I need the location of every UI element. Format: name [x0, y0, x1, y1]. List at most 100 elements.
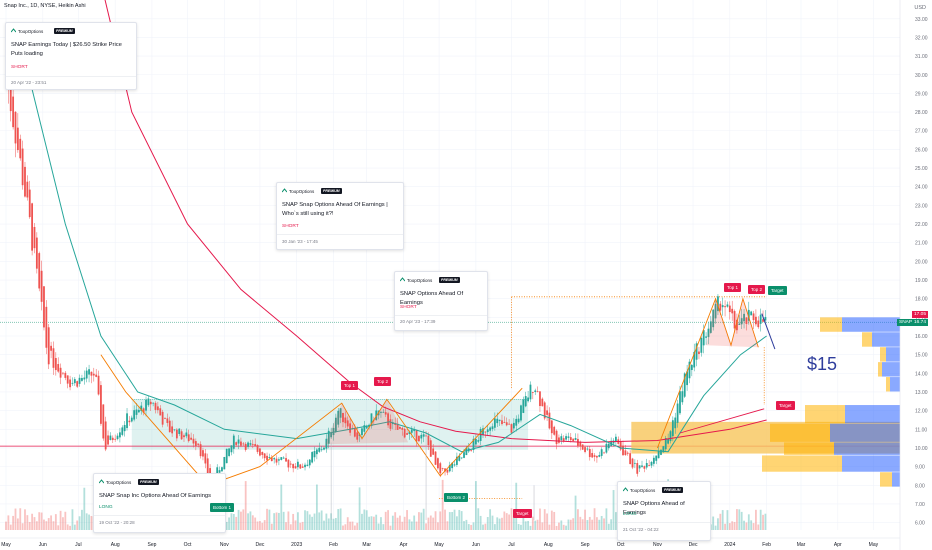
volume-bar: [747, 514, 750, 530]
candle-body: [674, 417, 677, 429]
candle-body: [133, 410, 136, 420]
volume-bar: [406, 510, 408, 530]
candle-body: [736, 319, 738, 331]
currency-label: USD: [914, 5, 926, 11]
candle-body: [292, 464, 295, 469]
candle-body: [171, 426, 174, 434]
volume-bar: [719, 513, 722, 530]
volume-bar: [365, 510, 368, 530]
idea-author: ToopOptions: [18, 29, 44, 34]
candle-body: [142, 408, 145, 413]
candle-body: [38, 253, 41, 289]
candle-body: [147, 398, 150, 406]
volume-bar: [558, 522, 560, 530]
candle-body: [168, 420, 171, 433]
volume-bar: [81, 509, 83, 530]
idea-date: 30 Jan '23 - 17:45: [282, 239, 318, 244]
idea-title[interactable]: SNAP Snap Inc Options Ahead Of Earnings: [99, 493, 212, 499]
candle-body: [95, 374, 98, 377]
candle-body: [470, 449, 473, 451]
idea-card-4[interactable]: ToopOptions PREMIUM SNAP Snap Inc Option…: [93, 473, 226, 533]
x-tick-label: Jun: [472, 542, 480, 548]
volume-profile-bar: [784, 442, 834, 455]
candle-body: [45, 306, 48, 348]
candle-body: [152, 402, 155, 404]
idea-title[interactable]: SNAP Options Ahead Of Earnings: [400, 291, 464, 306]
idea-card-3[interactable]: ToopOptions PREMIUM SNAP Options Ahead O…: [394, 271, 488, 331]
volume-bar: [598, 519, 601, 530]
candle-body: [149, 401, 152, 405]
volume-bar: [593, 508, 596, 530]
candle-body: [100, 385, 102, 424]
candle-body: [529, 384, 532, 400]
volume-bar: [90, 516, 93, 530]
idea-title[interactable]: SNAP Earnings Today | $26.50 Strike Pric…: [11, 42, 122, 57]
candle-body: [375, 410, 378, 421]
candle-body: [111, 437, 114, 441]
volume-bar: [484, 523, 487, 530]
volume-bar: [745, 522, 748, 530]
candle-body: [382, 411, 385, 413]
volume-bar: [389, 525, 392, 530]
candle-body: [380, 411, 382, 413]
candle-body: [429, 440, 432, 457]
candle-body: [92, 373, 95, 376]
volume-bar: [346, 517, 349, 530]
pattern-line: [656, 297, 759, 449]
volume-bar: [71, 509, 74, 530]
volume-profile-bar: [872, 332, 900, 347]
volume-bar: [296, 512, 299, 530]
candle-body: [413, 429, 416, 432]
candle-body: [185, 432, 188, 437]
ticker-label: SNAP: [897, 319, 915, 326]
candle-body: [187, 434, 190, 442]
idea-card-5[interactable]: ToopOptions PREMIUM SNAP Options Ahead o…: [617, 481, 711, 541]
candle-body: [762, 319, 764, 322]
y-tick-label: 25.00: [915, 166, 928, 172]
candle-body: [619, 441, 622, 450]
idea-title[interactable]: SNAP Snap Options Ahead Of Earnings | Wh…: [282, 202, 388, 217]
idea-card-1[interactable]: ToopOptions PREMIUM SNAP Earnings Today …: [5, 22, 137, 90]
volume-bar: [712, 516, 715, 530]
volume-bar: [548, 524, 551, 530]
candle-body: [14, 111, 17, 144]
volume-bar: [266, 508, 268, 530]
volume-profile-bar: [880, 472, 892, 487]
volume-bar: [28, 521, 31, 530]
candle-body: [728, 305, 731, 313]
volume-bar: [256, 521, 259, 530]
candle-body: [237, 439, 240, 444]
volume-bar: [14, 508, 17, 530]
volume-bar: [567, 519, 570, 530]
y-tick-label: 23.00: [915, 203, 928, 209]
volume-bar: [458, 509, 461, 530]
volume-bar: [455, 516, 458, 530]
candle-body: [671, 420, 674, 437]
x-tick-label: May: [434, 542, 444, 548]
candle-body: [346, 420, 349, 427]
candle-body: [650, 461, 653, 466]
candle-body: [505, 422, 508, 426]
candle-body: [296, 461, 299, 468]
volume-bar: [270, 523, 273, 530]
candle-body: [446, 469, 449, 473]
idea-title[interactable]: SNAP Options Ahead of Earnings: [623, 501, 685, 516]
volume-bar: [759, 509, 762, 530]
candle-body: [356, 432, 359, 440]
volume-profile-bar: [862, 332, 872, 347]
candle-body: [546, 410, 548, 415]
idea-card-2[interactable]: ToopOptions PREMIUM SNAP Snap Options Ah…: [276, 182, 404, 250]
candle-body: [88, 369, 90, 375]
volume-bar: [52, 521, 55, 530]
candle-body: [584, 447, 586, 452]
volume-bar: [465, 519, 468, 530]
candle-body: [81, 378, 83, 381]
projection-arrow: [761, 313, 776, 350]
candle-body: [747, 309, 750, 321]
x-tick-label: Jun: [39, 542, 47, 548]
candle-body: [342, 412, 344, 423]
candle-body: [52, 348, 55, 368]
candle-body: [757, 320, 760, 328]
volume-bar: [375, 514, 378, 530]
volume-bar: [584, 509, 586, 530]
